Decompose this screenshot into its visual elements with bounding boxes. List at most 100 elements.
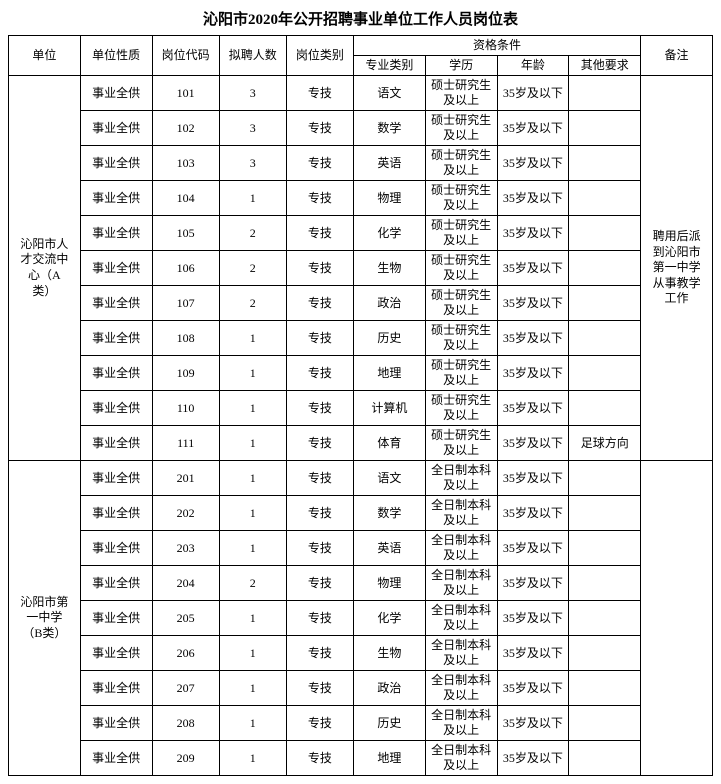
count-cell: 3 [219, 146, 286, 181]
header-other: 其他要求 [569, 56, 641, 76]
other-cell [569, 496, 641, 531]
unit-cell: 沁阳市人才交流中心（A类） [9, 76, 81, 461]
nature-cell: 事业全供 [80, 251, 152, 286]
category-cell: 专技 [286, 356, 353, 391]
category-cell: 专技 [286, 496, 353, 531]
age-cell: 35岁及以下 [497, 636, 569, 671]
code-cell: 111 [152, 426, 219, 461]
edu-cell: 全日制本科及以上 [425, 636, 497, 671]
code-cell: 101 [152, 76, 219, 111]
code-cell: 108 [152, 321, 219, 356]
other-cell [569, 566, 641, 601]
category-cell: 专技 [286, 636, 353, 671]
category-cell: 专技 [286, 671, 353, 706]
category-cell: 专技 [286, 426, 353, 461]
category-cell: 专技 [286, 251, 353, 286]
major-cell: 历史 [353, 706, 425, 741]
table-row: 沁阳市第一中学（B类）事业全供2011专技语文全日制本科及以上35岁及以下 [9, 461, 713, 496]
count-cell: 2 [219, 566, 286, 601]
code-cell: 208 [152, 706, 219, 741]
table-row: 事业全供2061专技生物全日制本科及以上35岁及以下 [9, 636, 713, 671]
table-row: 事业全供2081专技历史全日制本科及以上35岁及以下 [9, 706, 713, 741]
age-cell: 35岁及以下 [497, 356, 569, 391]
nature-cell: 事业全供 [80, 706, 152, 741]
age-cell: 35岁及以下 [497, 741, 569, 776]
table-row: 事业全供2091专技地理全日制本科及以上35岁及以下 [9, 741, 713, 776]
code-cell: 106 [152, 251, 219, 286]
age-cell: 35岁及以下 [497, 531, 569, 566]
table-row: 事业全供1101专技计算机硕士研究生及以上35岁及以下 [9, 391, 713, 426]
other-cell [569, 671, 641, 706]
table-row: 沁阳市人才交流中心（A类）事业全供1013专技语文硕士研究生及以上35岁及以下聘… [9, 76, 713, 111]
category-cell: 专技 [286, 391, 353, 426]
other-cell [569, 76, 641, 111]
edu-cell: 全日制本科及以上 [425, 601, 497, 636]
nature-cell: 事业全供 [80, 601, 152, 636]
age-cell: 35岁及以下 [497, 76, 569, 111]
header-category: 岗位类别 [286, 36, 353, 76]
major-cell: 语文 [353, 461, 425, 496]
count-cell: 1 [219, 496, 286, 531]
major-cell: 数学 [353, 111, 425, 146]
edu-cell: 硕士研究生及以上 [425, 251, 497, 286]
major-cell: 地理 [353, 356, 425, 391]
age-cell: 35岁及以下 [497, 216, 569, 251]
table-row: 事业全供2071专技政治全日制本科及以上35岁及以下 [9, 671, 713, 706]
remark-cell [641, 461, 713, 776]
edu-cell: 硕士研究生及以上 [425, 391, 497, 426]
other-cell [569, 741, 641, 776]
age-cell: 35岁及以下 [497, 671, 569, 706]
unit-label: 沁阳市人才交流中心（A类） [20, 237, 68, 299]
age-cell: 35岁及以下 [497, 601, 569, 636]
age-cell: 35岁及以下 [497, 566, 569, 601]
age-cell: 35岁及以下 [497, 286, 569, 321]
other-cell [569, 216, 641, 251]
age-cell: 35岁及以下 [497, 146, 569, 181]
age-cell: 35岁及以下 [497, 496, 569, 531]
nature-cell: 事业全供 [80, 146, 152, 181]
count-cell: 2 [219, 251, 286, 286]
count-cell: 3 [219, 76, 286, 111]
code-cell: 107 [152, 286, 219, 321]
remark-cell: 聘用后派到沁阳市第一中学从事教学工作 [641, 76, 713, 461]
nature-cell: 事业全供 [80, 496, 152, 531]
edu-cell: 硕士研究生及以上 [425, 181, 497, 216]
age-cell: 35岁及以下 [497, 251, 569, 286]
count-cell: 1 [219, 671, 286, 706]
age-cell: 35岁及以下 [497, 111, 569, 146]
code-cell: 104 [152, 181, 219, 216]
category-cell: 专技 [286, 181, 353, 216]
age-cell: 35岁及以下 [497, 321, 569, 356]
header-code: 岗位代码 [152, 36, 219, 76]
edu-cell: 硕士研究生及以上 [425, 356, 497, 391]
other-cell [569, 531, 641, 566]
nature-cell: 事业全供 [80, 426, 152, 461]
header-major: 专业类别 [353, 56, 425, 76]
count-cell: 1 [219, 741, 286, 776]
major-cell: 地理 [353, 741, 425, 776]
major-cell: 历史 [353, 321, 425, 356]
age-cell: 35岁及以下 [497, 391, 569, 426]
header-qualification: 资格条件 [353, 36, 640, 56]
category-cell: 专技 [286, 566, 353, 601]
table-row: 事业全供2031专技英语全日制本科及以上35岁及以下 [9, 531, 713, 566]
nature-cell: 事业全供 [80, 461, 152, 496]
unit-cell: 沁阳市第一中学（B类） [9, 461, 81, 776]
code-cell: 203 [152, 531, 219, 566]
count-cell: 1 [219, 426, 286, 461]
count-cell: 1 [219, 636, 286, 671]
unit-label: 沁阳市第一中学（B类） [20, 595, 68, 642]
header-edu: 学历 [425, 56, 497, 76]
age-cell: 35岁及以下 [497, 461, 569, 496]
remark-label: 聘用后派到沁阳市第一中学从事教学工作 [653, 229, 701, 307]
nature-cell: 事业全供 [80, 566, 152, 601]
code-cell: 103 [152, 146, 219, 181]
header-nature: 单位性质 [80, 36, 152, 76]
major-cell: 政治 [353, 671, 425, 706]
category-cell: 专技 [286, 531, 353, 566]
nature-cell: 事业全供 [80, 76, 152, 111]
code-cell: 102 [152, 111, 219, 146]
code-cell: 207 [152, 671, 219, 706]
major-cell: 政治 [353, 286, 425, 321]
other-cell [569, 461, 641, 496]
